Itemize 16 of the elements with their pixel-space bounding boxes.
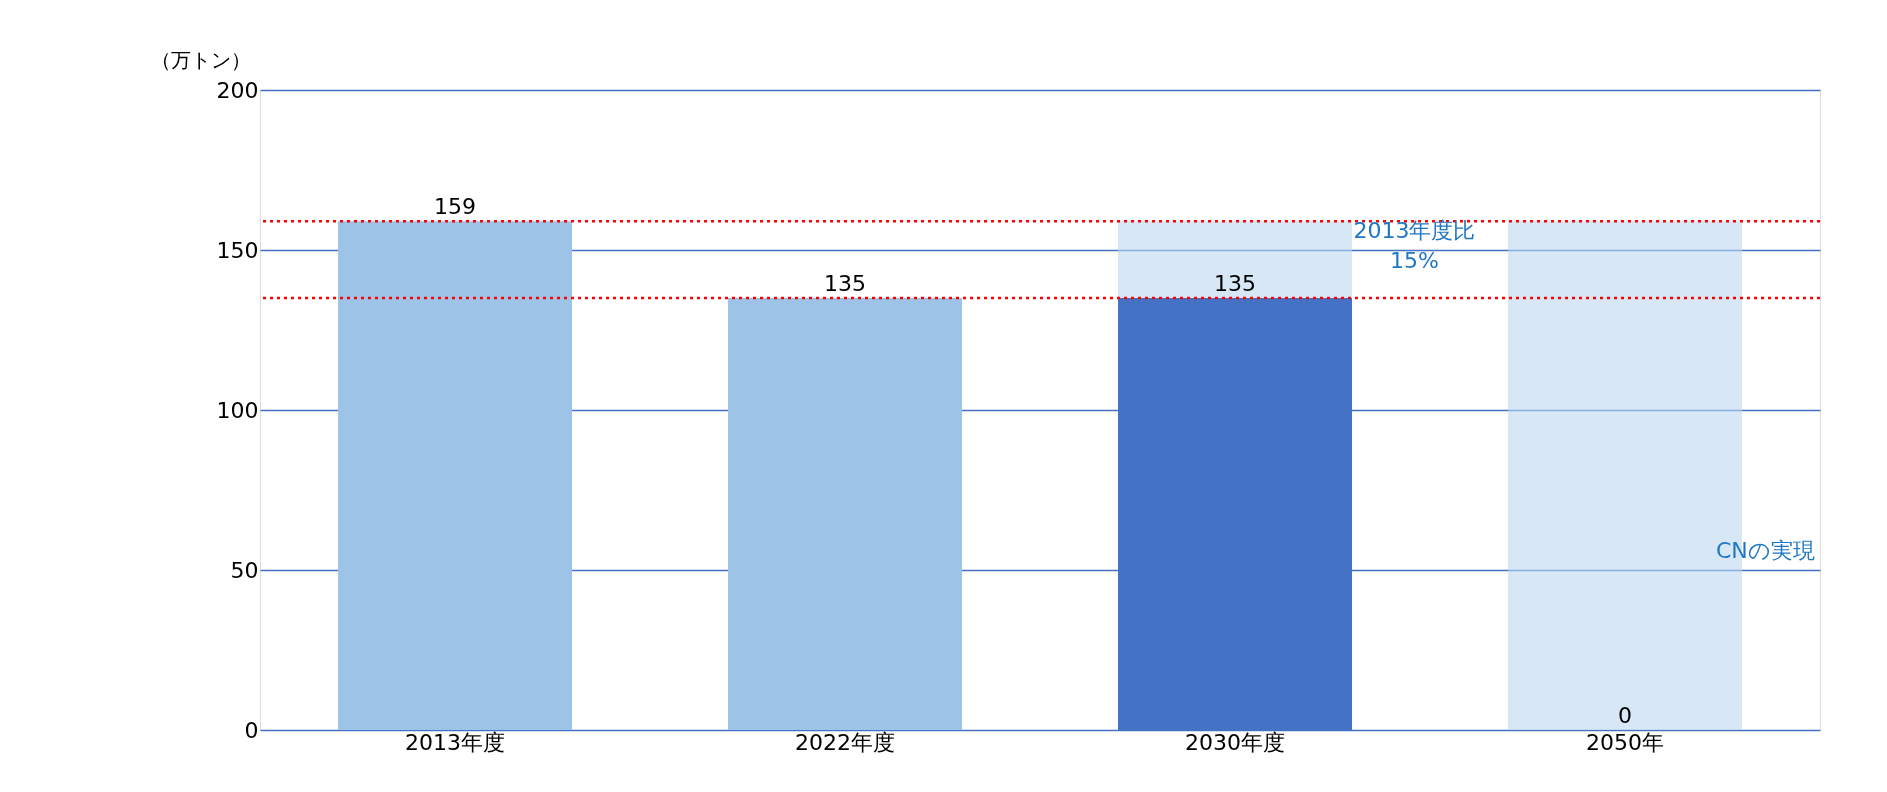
y-tick-label: 50 (230, 557, 259, 583)
y-tick-label: 100 (216, 397, 259, 423)
y-tick-label: 200 (216, 77, 259, 103)
data-label: 159 (434, 194, 476, 220)
data-label: 135 (1214, 271, 1256, 296)
y-tick-label: 0 (244, 717, 259, 743)
data-label: 135 (824, 271, 866, 296)
annotation: CNの実現 (1715, 537, 1815, 563)
x-tick-label: 2050年 (1586, 729, 1664, 755)
y-axis-title: （万トン） (150, 47, 251, 72)
x-tick-label: 2013年度 (405, 729, 505, 755)
x-tick-label: 2030年度 (1185, 729, 1285, 755)
annotation: 2013年度比 15% (1353, 217, 1476, 273)
y-tick-label: 150 (216, 237, 259, 263)
x-tick-label: 2022年度 (795, 729, 895, 755)
data-label: 0 (1618, 703, 1632, 728)
